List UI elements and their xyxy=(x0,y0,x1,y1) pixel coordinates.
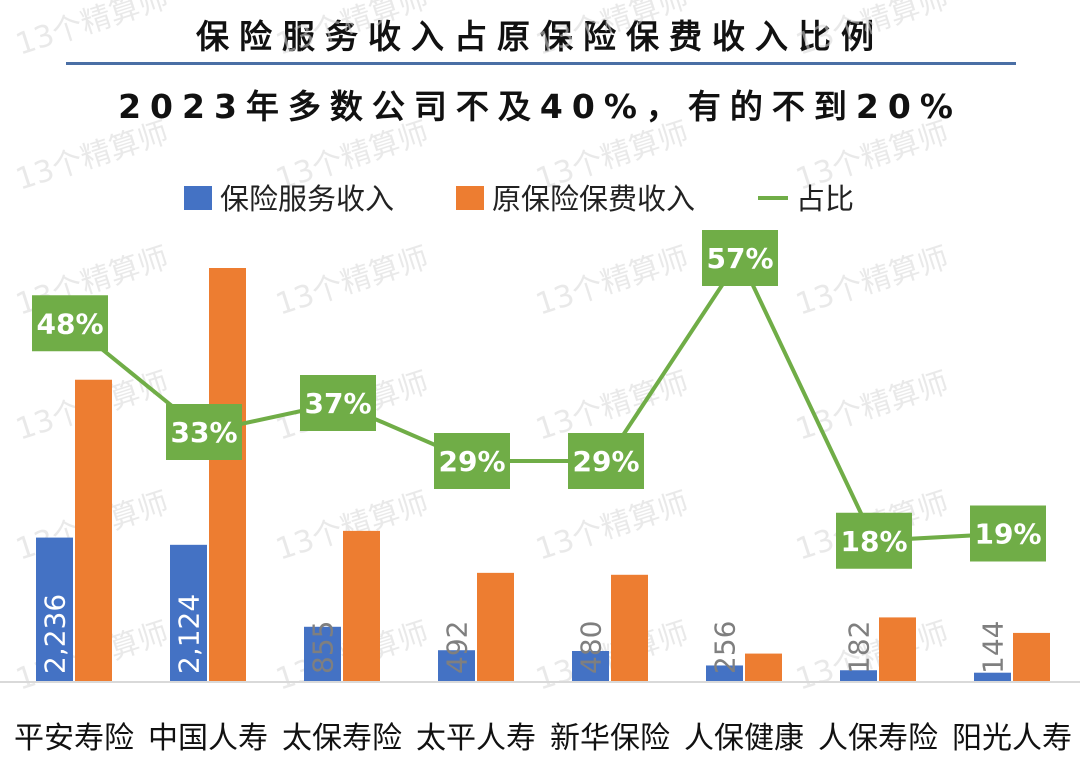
category-label: 平安寿险 xyxy=(14,721,134,756)
legend-label-ratio: 占比 xyxy=(796,182,854,216)
ratio-label-box xyxy=(970,505,1046,562)
bar-service xyxy=(36,537,73,682)
bar-service xyxy=(840,670,877,682)
chart-subtitle: 2023年多数公司不及40%，有的不到20% xyxy=(118,87,962,126)
watermark-text: 13个精算师 xyxy=(792,365,953,447)
bar-premium xyxy=(209,268,246,682)
ratio-label-box xyxy=(702,230,778,286)
ratio-label: 18% xyxy=(840,525,907,558)
ratio-label-box xyxy=(300,375,376,431)
bar-service xyxy=(706,665,743,682)
title-divider xyxy=(66,62,1016,65)
legend-label-premium: 原保险保费收入 xyxy=(492,182,695,216)
bar-value-label: 480 xyxy=(575,621,608,674)
bar-premium xyxy=(343,530,380,682)
category-label: 太平人寿 xyxy=(416,721,536,756)
bar-value-label: 2,124 xyxy=(173,594,206,674)
bar-value-label: 256 xyxy=(709,621,742,674)
watermark-text: 13个精算师 xyxy=(12,115,173,197)
bar-premium xyxy=(1013,632,1050,682)
category-label: 新华保险 xyxy=(550,721,670,756)
bars-layer: 2,236 2,124 855 492 480 256 182 144 xyxy=(36,268,1050,682)
bar-premium xyxy=(879,617,916,682)
bar-value-label: 855 xyxy=(307,621,340,674)
category-label: 人保健康 xyxy=(684,721,804,756)
legend: 保险服务收入 原保险保费收入 占比 xyxy=(184,182,854,216)
legend-swatch-service xyxy=(184,186,212,210)
ratio-label: 57% xyxy=(706,242,773,275)
bar-value-label: 492 xyxy=(441,621,474,674)
ratio-label-box xyxy=(32,295,108,352)
bar-service xyxy=(572,650,609,682)
bar-value-label: 144 xyxy=(977,621,1010,674)
ratio-label-box xyxy=(434,433,510,489)
category-label: 人保寿险 xyxy=(818,721,938,756)
category-label: 太保寿险 xyxy=(282,721,402,756)
watermark-text: 13个精算师 xyxy=(532,0,693,63)
watermark-text: 13个精算师 xyxy=(532,485,693,567)
ratio-label: 29% xyxy=(572,445,639,478)
ratio-label: 29% xyxy=(438,445,505,478)
watermark-text: 13个精算师 xyxy=(792,240,953,322)
watermark-text: 13个精算师 xyxy=(12,0,173,63)
category-labels: 平安寿险 中国人寿 太保寿险 太平人寿 新华保险 人保健康 人保寿险 阳光人寿 xyxy=(14,721,1072,756)
bar-value-label: 182 xyxy=(843,621,876,674)
bar-service xyxy=(438,650,475,682)
category-label: 阳光人寿 xyxy=(952,721,1072,756)
legend-label-service: 保险服务收入 xyxy=(220,182,394,216)
ratio-label: 19% xyxy=(974,518,1041,551)
ratio-label-box xyxy=(836,512,912,569)
bar-service xyxy=(304,626,341,682)
ratio-label: 37% xyxy=(304,387,371,420)
bar-premium xyxy=(611,574,648,682)
ratio-label-box xyxy=(568,433,644,489)
bar-premium xyxy=(477,572,514,682)
legend-swatch-premium xyxy=(456,186,484,210)
watermark-text: 13个精算师 xyxy=(272,0,433,63)
bar-value-label: 2,236 xyxy=(39,594,72,674)
category-label: 中国人寿 xyxy=(148,721,268,756)
bar-service xyxy=(974,672,1011,682)
watermark-text: 13个精算师 xyxy=(272,240,433,322)
ratio-line-layer: 48% 33% 37% 29% 29% 57% 18% 19% xyxy=(32,230,1046,569)
bar-premium xyxy=(745,653,782,682)
bar-premium xyxy=(75,379,112,682)
watermark-text: 13个精算师 xyxy=(532,240,693,322)
bar-service xyxy=(170,544,207,682)
ratio-label-box xyxy=(166,404,242,460)
ratio-label: 48% xyxy=(36,307,103,340)
ratio-label: 33% xyxy=(170,416,237,449)
watermark-text: 13个精算师 xyxy=(792,0,953,63)
chart-title: 保险服务收入占原保险保费收入比例 xyxy=(196,17,884,56)
